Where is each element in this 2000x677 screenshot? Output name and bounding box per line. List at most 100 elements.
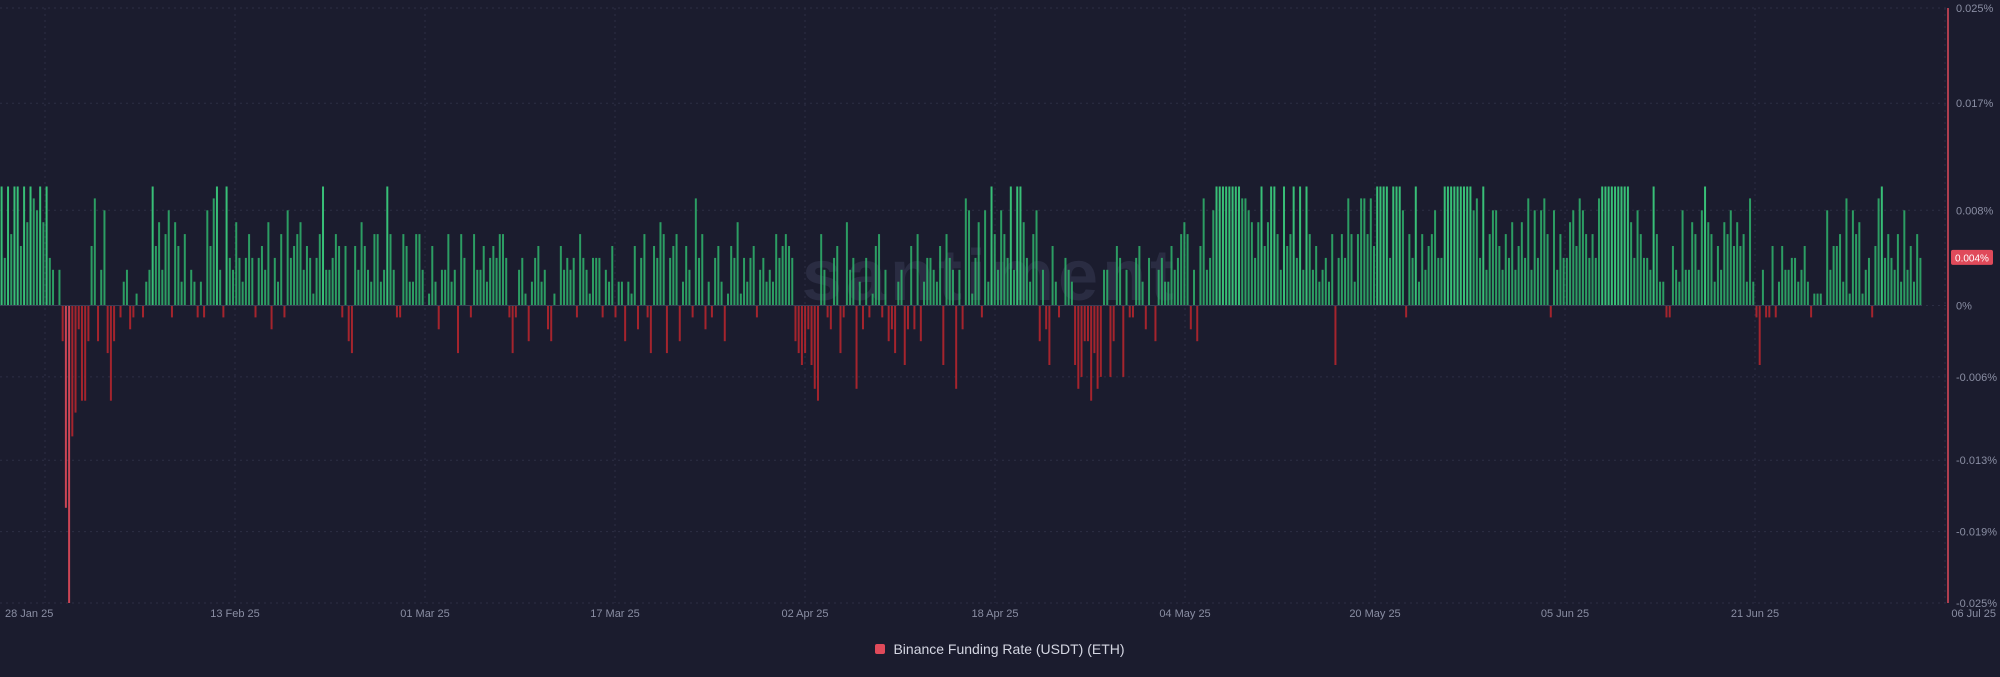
bar[interactable] [1286,246,1289,306]
bar[interactable] [1189,305,1192,330]
bar[interactable] [244,257,247,306]
bar[interactable] [1642,257,1645,306]
bar[interactable] [489,257,492,306]
bar[interactable] [1048,305,1051,366]
bar[interactable] [219,269,222,306]
bar[interactable] [1041,269,1044,306]
bar[interactable] [1867,257,1870,306]
bar[interactable] [1131,305,1134,318]
bar[interactable] [585,269,588,306]
bar[interactable] [890,305,893,330]
bar[interactable] [1466,186,1469,306]
bar[interactable] [264,269,267,306]
bar[interactable] [762,257,765,306]
bar[interactable] [929,257,932,306]
bar[interactable] [338,246,341,306]
bar[interactable] [855,305,858,389]
bar[interactable] [460,234,463,306]
bar[interactable] [1058,305,1061,318]
bar[interactable] [1553,210,1555,306]
bar[interactable] [1540,210,1543,306]
bar[interactable] [190,269,193,306]
bar[interactable] [913,305,916,330]
bar[interactable] [723,305,726,342]
bar[interactable] [746,281,749,306]
bar[interactable] [1668,305,1671,318]
bar[interactable] [1273,186,1276,306]
bar[interactable] [1710,234,1713,306]
bar[interactable] [386,186,389,306]
bar[interactable] [964,198,967,306]
bar[interactable] [1745,281,1748,306]
bar[interactable] [894,305,897,354]
bar[interactable] [733,257,736,306]
bar[interactable] [35,210,38,306]
bar[interactable] [1176,257,1179,306]
bar[interactable] [752,246,755,306]
bar[interactable] [665,305,668,354]
bar[interactable] [816,305,819,401]
bar[interactable] [945,234,948,306]
bar[interactable] [395,305,398,318]
bar[interactable] [1880,186,1883,306]
bar[interactable] [1614,186,1617,306]
bar[interactable] [958,269,961,306]
bar[interactable] [180,281,183,306]
bar[interactable] [1257,222,1260,306]
bar[interactable] [1565,257,1568,306]
bar[interactable] [476,269,479,306]
bar[interactable] [77,305,80,330]
bar[interactable] [1832,246,1835,306]
bar[interactable] [897,281,900,306]
bar[interactable] [1138,246,1141,306]
bar[interactable] [1009,186,1012,306]
bar[interactable] [1749,198,1752,306]
bar[interactable] [1318,281,1321,306]
bar[interactable] [280,234,283,306]
bar[interactable] [45,186,48,306]
bar[interactable] [1305,186,1308,306]
bar[interactable] [884,269,887,306]
bar[interactable] [457,305,459,354]
bar[interactable] [852,257,855,306]
bar[interactable] [1488,234,1491,306]
bar[interactable] [212,198,215,306]
bar[interactable] [84,305,87,401]
bar[interactable] [405,246,408,306]
bar[interactable] [154,246,157,306]
bar[interactable] [1655,234,1658,306]
bar[interactable] [235,222,238,306]
bar[interactable] [1912,281,1915,306]
bar[interactable] [559,246,562,306]
bar[interactable] [1334,305,1337,366]
bar[interactable] [109,305,112,401]
bar[interactable] [203,305,206,318]
bar[interactable] [170,305,173,318]
bar[interactable] [1569,222,1572,306]
bar[interactable] [257,257,260,306]
bar[interactable] [1713,281,1716,306]
bar[interactable] [1790,257,1793,306]
bar[interactable] [222,305,225,318]
bar[interactable] [575,305,578,318]
bar[interactable] [1726,234,1729,306]
bar[interactable] [1826,210,1829,306]
bar[interactable] [1218,186,1221,306]
bar[interactable] [530,281,533,306]
bar[interactable] [1864,269,1867,306]
bar[interactable] [524,293,527,306]
bar[interactable] [354,246,357,306]
bar[interactable] [1803,246,1806,306]
bar[interactable] [1350,234,1353,306]
bar[interactable] [1597,198,1600,306]
bar[interactable] [1845,198,1848,306]
bar[interactable] [1665,305,1668,318]
bar[interactable] [791,257,794,306]
bar[interactable] [1536,257,1539,306]
bar[interactable] [592,257,594,306]
bar[interactable] [1395,186,1398,306]
bar[interactable] [1919,257,1922,306]
bar[interactable] [1671,246,1674,306]
bar[interactable] [1839,234,1842,306]
bar[interactable] [1601,186,1604,306]
